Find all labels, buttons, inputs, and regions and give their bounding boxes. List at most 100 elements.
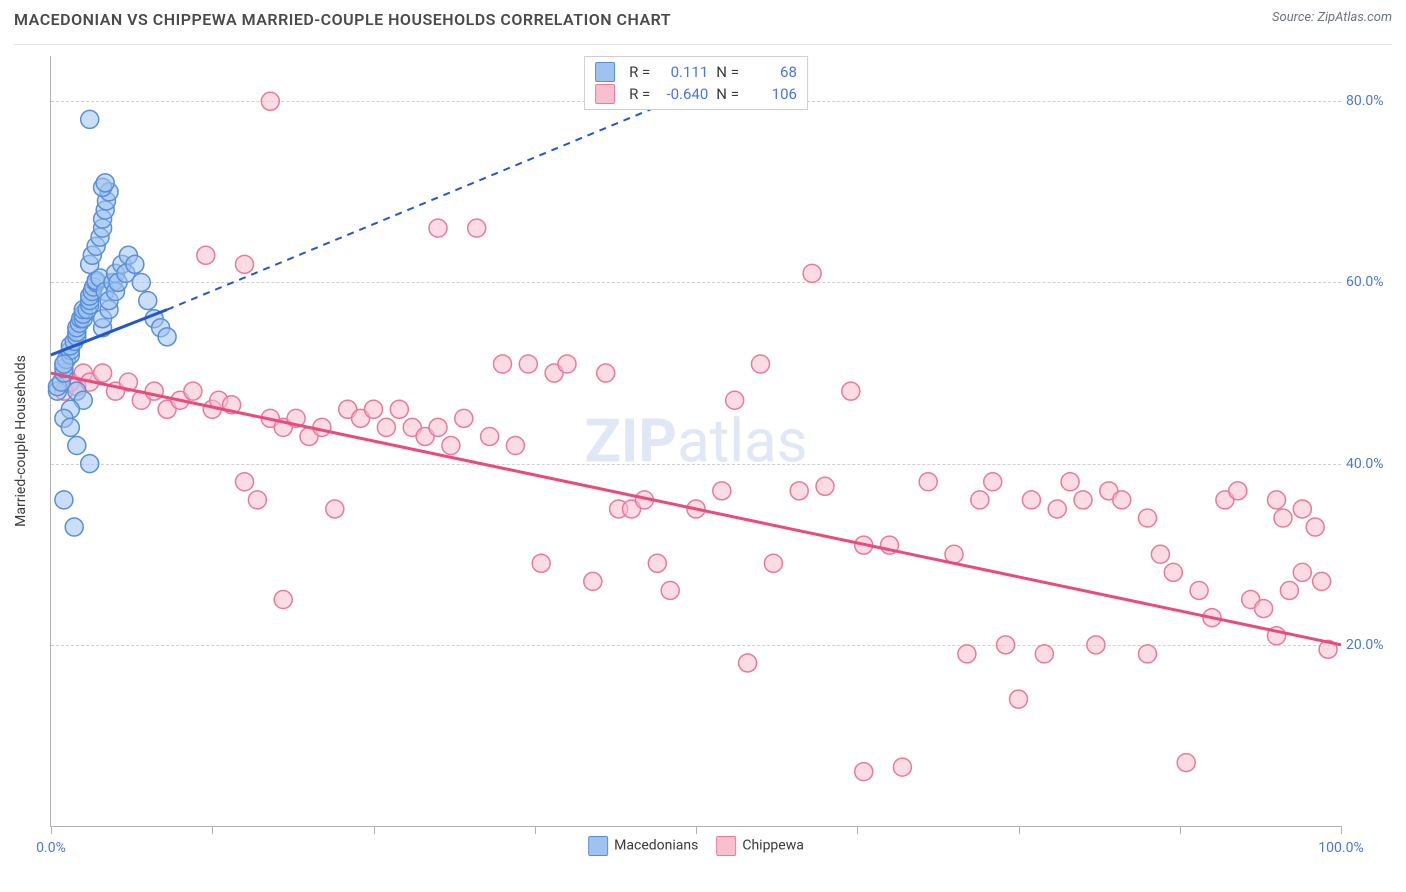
data-point (919, 473, 937, 491)
chart-header: MACEDONIAN VS CHIPPEWA MARRIED-COUPLE HO… (14, 10, 1392, 45)
data-point (1061, 473, 1079, 491)
data-point (377, 418, 395, 436)
data-point (126, 255, 144, 273)
data-point (455, 409, 473, 427)
data-point (816, 477, 834, 495)
data-point (958, 645, 976, 663)
data-point (184, 382, 202, 400)
data-point (139, 292, 157, 310)
data-point (390, 400, 408, 418)
data-point (1280, 581, 1298, 599)
data-point (739, 654, 757, 672)
data-point (1229, 482, 1247, 500)
data-point (442, 437, 460, 455)
y-tick-label: 40.0% (1346, 456, 1396, 472)
data-point (1022, 491, 1040, 509)
data-point (81, 110, 99, 128)
data-point (326, 500, 344, 518)
data-point (55, 355, 73, 373)
y-tick-label: 60.0% (1346, 274, 1396, 290)
data-point (1087, 636, 1105, 654)
data-point (96, 174, 114, 192)
data-point (68, 437, 86, 455)
data-point (81, 455, 99, 473)
data-point (1274, 509, 1292, 527)
data-point (1151, 545, 1169, 563)
swatch-series1-b (588, 836, 608, 856)
data-point (506, 437, 524, 455)
data-point (236, 473, 254, 491)
data-point (584, 572, 602, 590)
data-point (1113, 491, 1131, 509)
scatter-svg (51, 56, 1341, 826)
data-point (1164, 563, 1182, 581)
data-point (1010, 690, 1028, 708)
data-point (1293, 563, 1311, 581)
data-point (558, 355, 576, 373)
data-point (1190, 581, 1208, 599)
x-tick (696, 826, 697, 834)
data-point (1139, 509, 1157, 527)
data-point (1177, 754, 1195, 772)
x-tick (51, 826, 52, 834)
plot-area: ZIPatlas Married-couple Households R = 0… (50, 56, 1341, 827)
source-label: Source: ZipAtlas.com (1272, 10, 1392, 25)
swatch-series2 (595, 84, 615, 104)
data-point (752, 355, 770, 373)
data-point (94, 364, 112, 382)
data-point (1074, 491, 1092, 509)
stats-legend-box: R = 0.111 N = 68 R = -0.640 N = 106 (584, 56, 808, 110)
data-point (661, 581, 679, 599)
data-point (248, 491, 266, 509)
data-point (855, 763, 873, 781)
data-point (1035, 645, 1053, 663)
y-tick-label: 20.0% (1346, 637, 1396, 653)
trend-line (167, 101, 670, 309)
stats-row-series2: R = -0.640 N = 106 (595, 83, 797, 105)
x-tick-label: 0.0% (36, 840, 66, 856)
data-point (790, 482, 808, 500)
data-point (648, 554, 666, 572)
data-point (1306, 518, 1324, 536)
data-point (1293, 500, 1311, 518)
chart-container: MACEDONIAN VS CHIPPEWA MARRIED-COUPLE HO… (0, 0, 1406, 892)
data-point (984, 473, 1002, 491)
legend-item-series1: Macedonians (588, 836, 698, 856)
legend-bottom: Macedonians Chippewa (588, 836, 804, 856)
data-point (997, 636, 1015, 654)
x-tick (857, 826, 858, 834)
data-point (429, 219, 447, 237)
data-point (274, 591, 292, 609)
data-point (197, 246, 215, 264)
data-point (532, 554, 550, 572)
data-point (803, 264, 821, 282)
swatch-series1 (595, 62, 615, 82)
data-point (1255, 600, 1273, 618)
data-point (61, 418, 79, 436)
data-point (764, 554, 782, 572)
data-point (365, 400, 383, 418)
stats-row-series1: R = 0.111 N = 68 (595, 61, 797, 83)
y-tick-label: 80.0% (1346, 93, 1396, 109)
legend-item-series2: Chippewa (716, 836, 804, 856)
x-tick-label: 100.0% (1318, 840, 1363, 856)
data-point (893, 758, 911, 776)
data-point (1139, 645, 1157, 663)
data-point (158, 328, 176, 346)
data-point (713, 482, 731, 500)
x-tick (1019, 826, 1020, 834)
y-axis-title: Married-couple Households (13, 355, 29, 527)
data-point (468, 219, 486, 237)
data-point (429, 418, 447, 436)
data-point (236, 255, 254, 273)
data-point (261, 92, 279, 110)
data-point (132, 273, 150, 291)
data-point (842, 382, 860, 400)
data-point (597, 364, 615, 382)
data-point (65, 518, 83, 536)
data-point (494, 355, 512, 373)
data-point (1048, 500, 1066, 518)
x-tick (212, 826, 213, 834)
data-point (726, 391, 744, 409)
data-point (1268, 491, 1286, 509)
